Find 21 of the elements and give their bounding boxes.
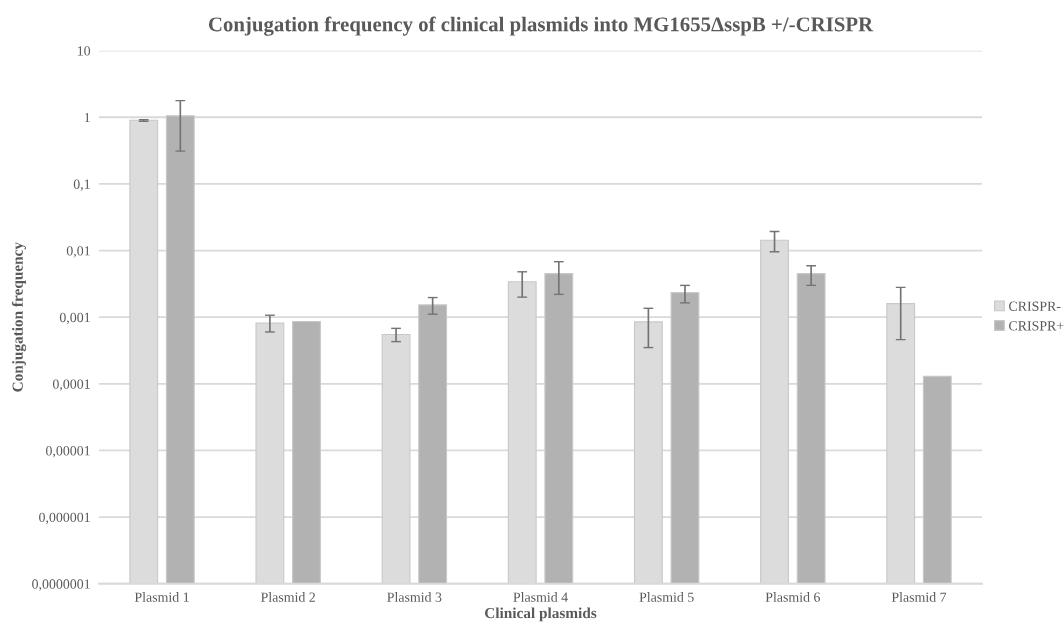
- y-tick-label: 0,000001: [39, 512, 90, 525]
- y-tick-label: 0,00001: [46, 446, 90, 458]
- y-tick-label: 1: [84, 112, 90, 123]
- y-tick-label: 0,001: [59, 312, 90, 325]
- x-tick-label: Plasmid 3: [387, 592, 442, 602]
- x-tick-label: Plasmid 4: [513, 592, 568, 602]
- chart-title: Conjugation frequency of clinical plasmids into MG1655ΔsspB +/-CRISPR: [208, 16, 874, 36]
- x-tick-label: Plasmid 1: [134, 592, 189, 602]
- x-tick-label: Plasmid 2: [261, 592, 316, 602]
- legend-label: CRISPR-: [1009, 301, 1061, 311]
- y-axis-title: Conjugation frequency: [11, 242, 27, 392]
- y-tick-label: 10: [77, 46, 91, 56]
- x-tick-label: Plasmid 6: [765, 592, 821, 602]
- y-tick-label: 0,0001: [52, 379, 90, 391]
- x-tick-label: Plasmid 5: [639, 592, 694, 602]
- x-axis-title: Clinical plasmids: [485, 607, 597, 622]
- legend-label: CRISPR+: [1009, 321, 1064, 331]
- y-tick-label: 0,1: [73, 179, 90, 191]
- y-tick-label: 0,0000001: [32, 579, 90, 591]
- y-tick-label: 0,01: [66, 246, 90, 258]
- x-tick-label: Plasmid 7: [891, 592, 947, 602]
